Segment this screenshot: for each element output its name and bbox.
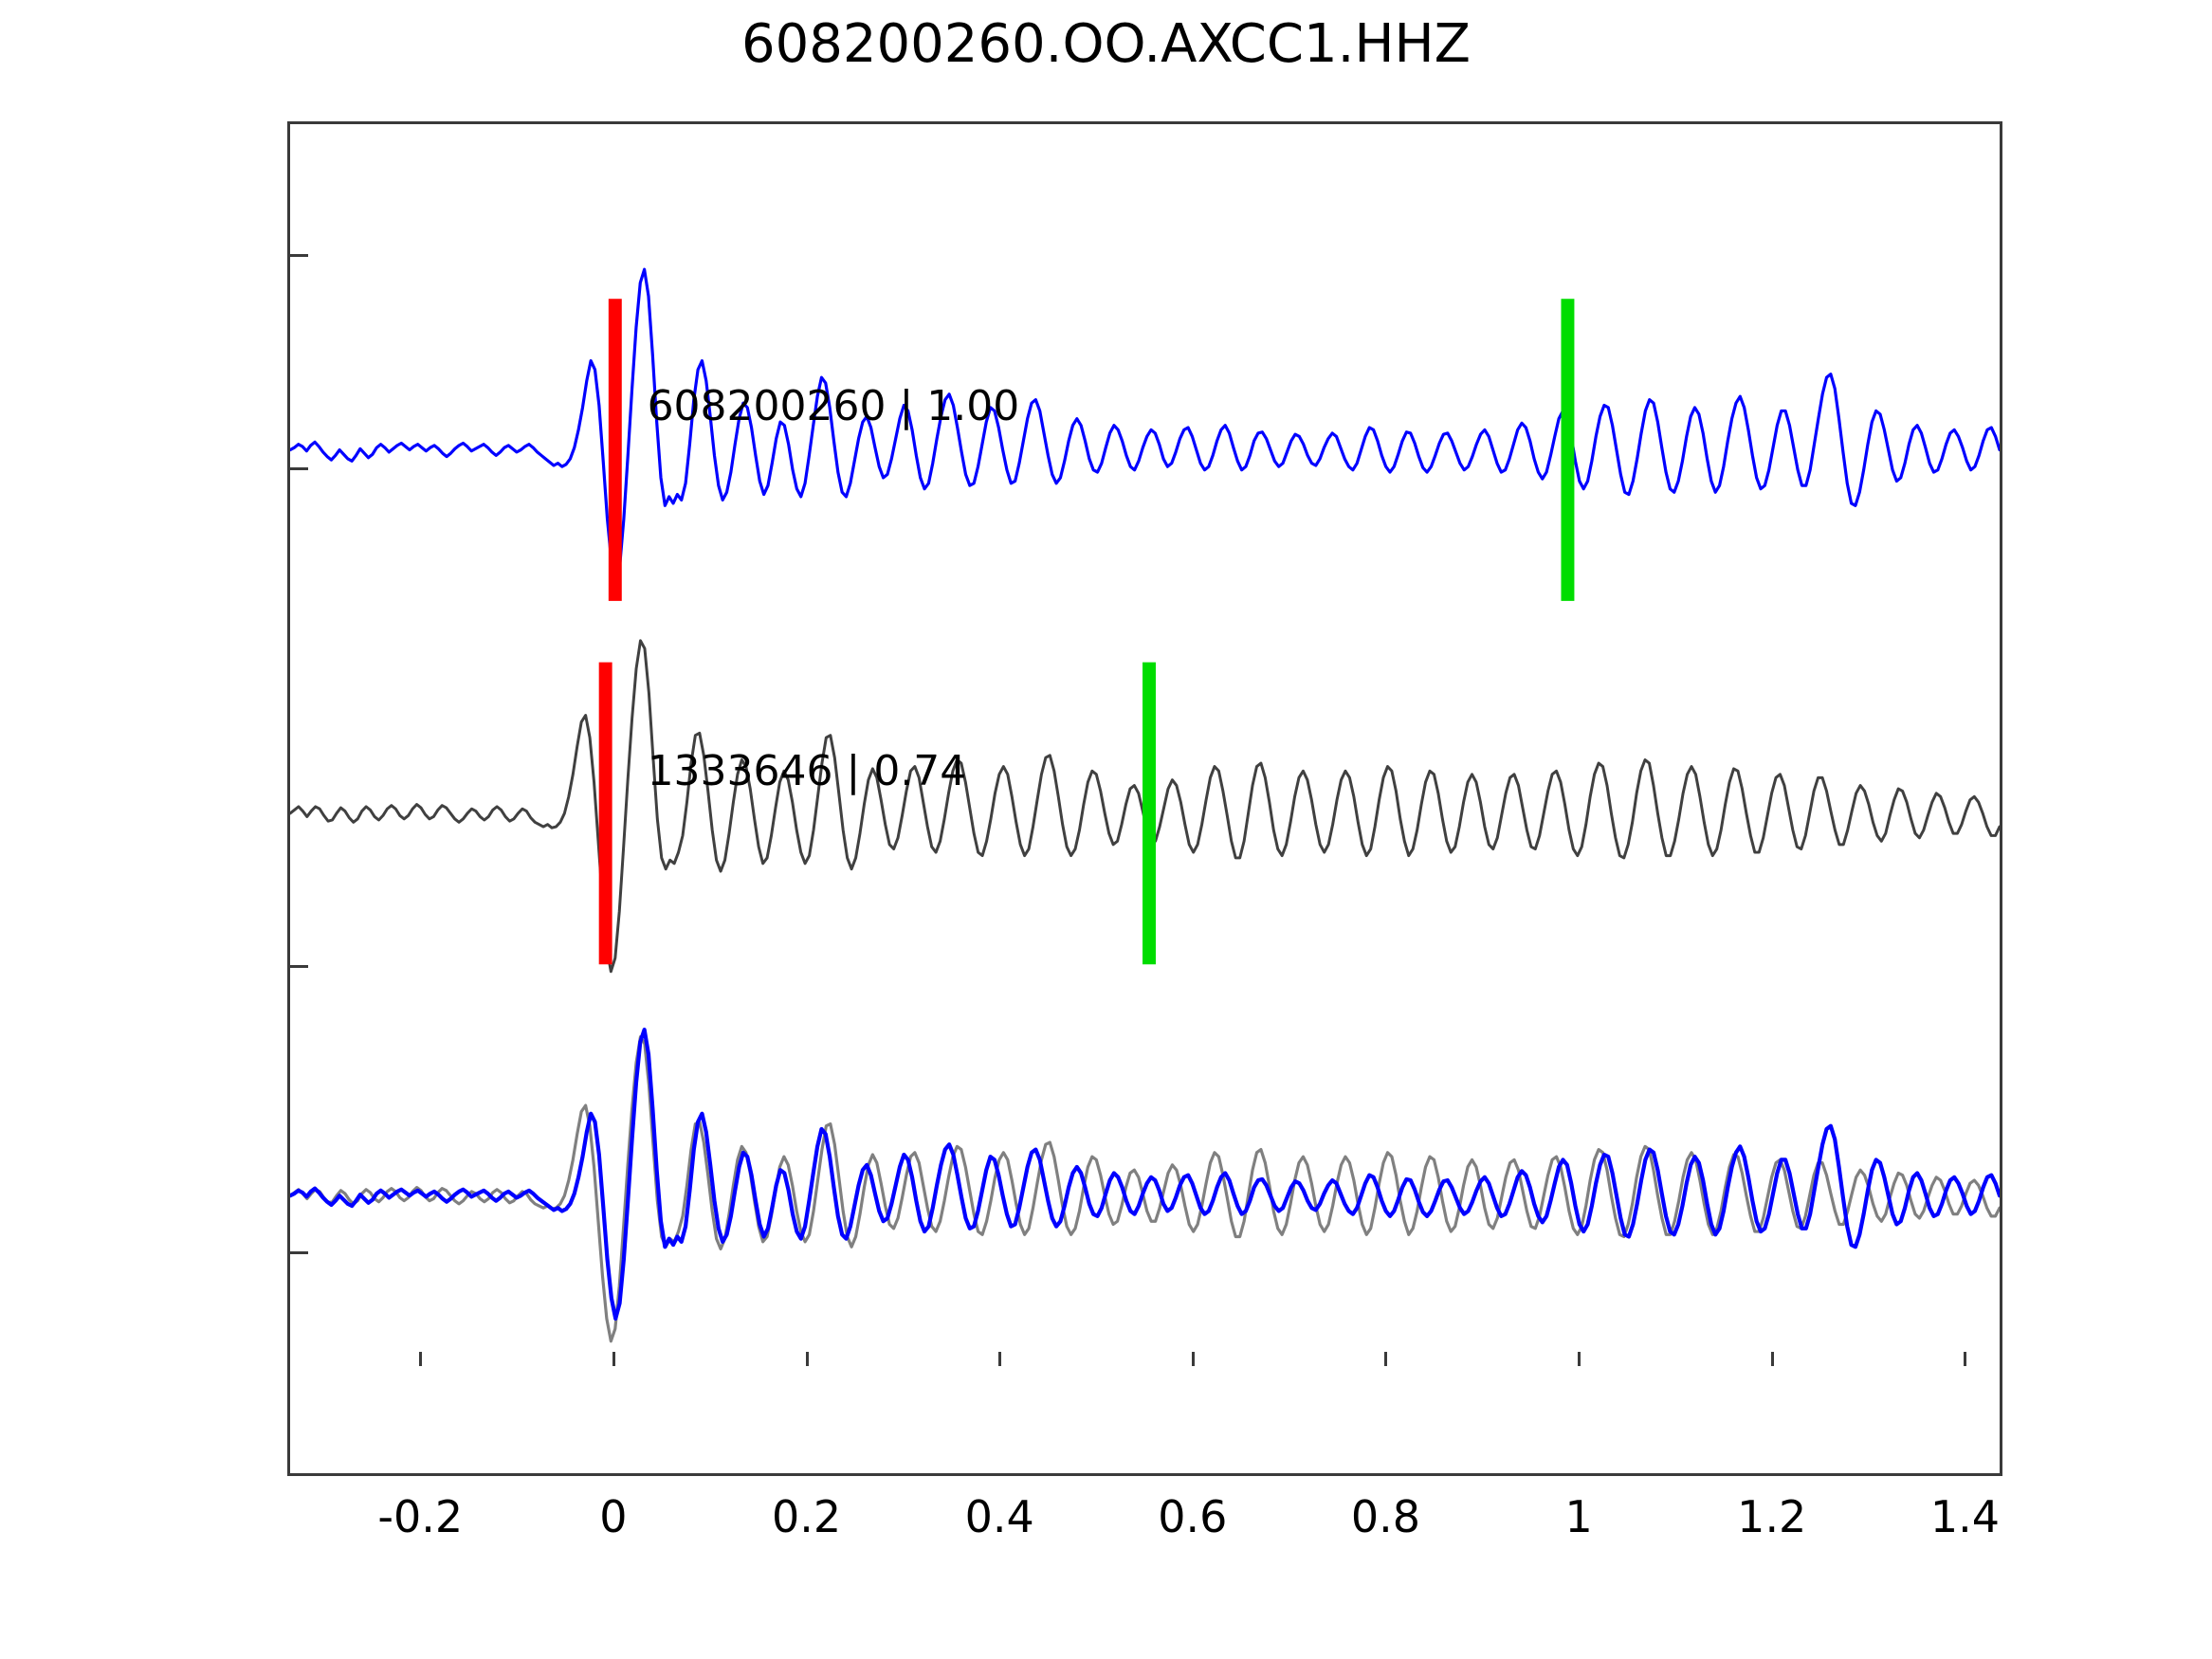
x-axis-tick-label: 0.4	[964, 1491, 1034, 1542]
overlay-waveform-blue	[290, 1028, 2000, 1322]
trace-label-1333646: 1333646 | 0.74	[647, 747, 967, 795]
y-axis-tick-mark	[287, 254, 308, 257]
y-axis-tick-mark	[287, 965, 308, 968]
waveform-canvas	[290, 267, 2000, 1343]
trace-label-608200260: 608200260 | 1.00	[647, 382, 1020, 430]
plot-axes	[287, 121, 2002, 1476]
x-axis-tick-mark	[1578, 1352, 1581, 1366]
p-pick-marker-template[interactable]	[608, 299, 622, 601]
x-axis-tick-label: 0.8	[1350, 1491, 1421, 1542]
x-axis-tick-mark	[1770, 1352, 1774, 1366]
x-axis-tick-mark	[1384, 1352, 1388, 1366]
x-axis-tick-mark	[998, 1352, 1002, 1366]
y-axis-tick-mark	[287, 1251, 308, 1254]
p-pick-marker-match[interactable]	[598, 662, 612, 965]
x-axis-tick-label: -0.2	[377, 1491, 464, 1542]
s-pick-marker-match[interactable]	[1143, 662, 1156, 965]
s-pick-marker-template[interactable]	[1561, 299, 1575, 601]
x-axis-tick-label: 0.6	[1158, 1491, 1228, 1542]
x-axis-tick-mark	[419, 1352, 423, 1366]
page-title: 608200260.OO.AXCC1.HHZ	[741, 13, 1471, 75]
x-axis-tick-label: 0	[599, 1491, 628, 1542]
x-axis-tick-mark	[1191, 1352, 1195, 1366]
x-axis-tick-label: 0.2	[771, 1491, 842, 1542]
x-axis-tick-mark	[805, 1352, 809, 1366]
y-axis-tick-mark	[287, 467, 308, 470]
x-axis-tick-label: 1.4	[1929, 1491, 2000, 1542]
template-waveform-blue	[290, 267, 2000, 586]
x-axis-tick-label: 1.2	[1737, 1491, 1807, 1542]
x-axis-tick-label: 1	[1564, 1491, 1593, 1542]
x-axis-tick-mark	[612, 1352, 615, 1366]
x-axis-tick-mark	[1964, 1352, 1967, 1366]
